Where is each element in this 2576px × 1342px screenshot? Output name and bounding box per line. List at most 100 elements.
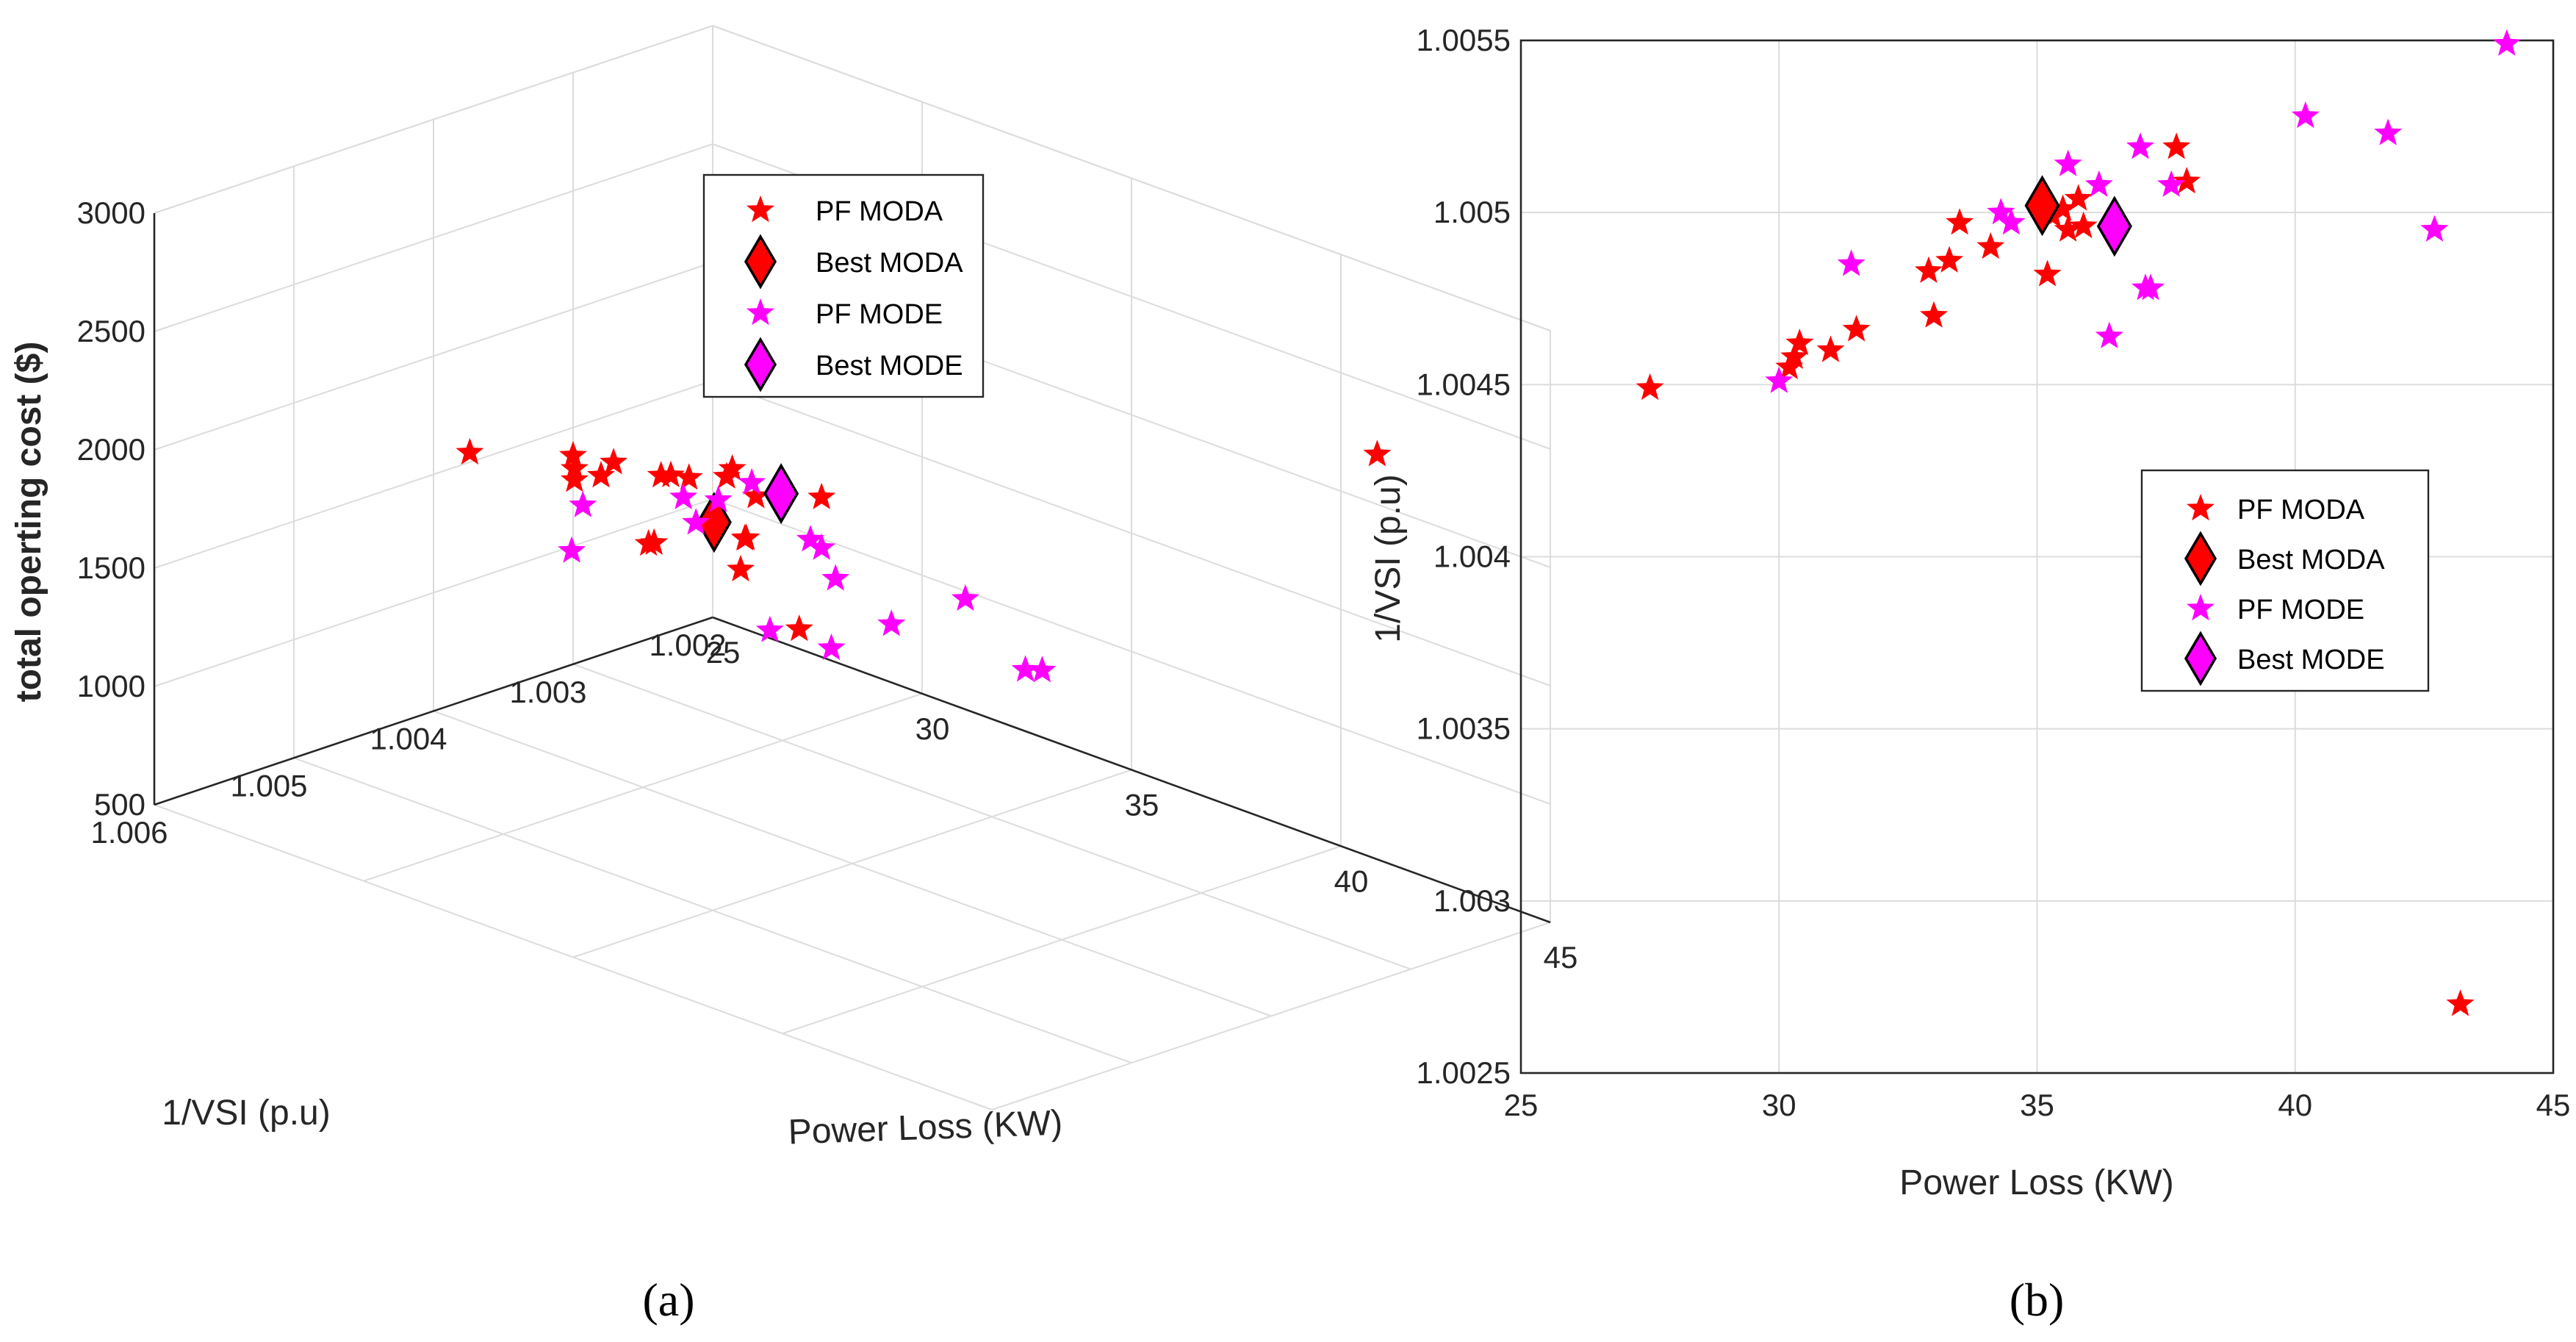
chart-b-point-pf-moda [1935,245,1964,273]
chart-a-point-pf-moda [559,441,587,468]
chart-b-point-pf-moda [1946,208,1974,235]
chart-a-zlabel: total operting cost ($) [10,342,48,703]
chart-a-yaxis [154,616,713,806]
chart-a-xlabel: Power Loss (KW) [788,1104,1063,1152]
chart-a-ylabel: 1/VSI (p.u) [162,1094,330,1133]
chart-b-point-pf-moda [2033,259,2062,287]
chart-b-point-pf-moda [2173,167,2201,194]
chart-a-ytick: 1.006 [90,815,168,850]
chart-a-legend-label: PF MODE [816,299,943,330]
chart-b-legend: PF MODA Best MODA PF MODE Best MODE [2140,469,2430,692]
chart-a-point-pf-moda [718,454,746,481]
chart-b-point-pf-mode [2126,132,2154,159]
chart-b-ytick: 1.004 [1433,539,1511,574]
chart-a-wall-grid [154,262,713,451]
chart-b-legend-marker-best-moda [2184,531,2217,586]
chart-b-ytick: 1.005 [1433,195,1511,229]
chart-b-ytick: 1.0035 [1417,711,1511,746]
chart-b-point-pf-mode [1997,208,2026,235]
chart-b-legend-label: PF MODE [2237,595,2364,625]
chart-a-wall-grid [712,380,1551,686]
chart-a-wall-grid [154,498,713,687]
chart-a-point-pf-mode [817,633,846,661]
chart-b-xtick: 30 [1762,1088,1796,1122]
chart-a-point-pf-mode [796,525,824,552]
chart-a-floor-grid [293,757,1132,1064]
chart-b-point-pf-mode [2095,321,2123,348]
chart-b-point-pf-moda [1816,335,1845,362]
chart-b-point-best-moda [2024,175,2060,237]
chart-a-point-pf-mode [821,564,850,591]
chart-a-ztick: 1000 [77,669,145,703]
chart-b-xtick: 25 [1504,1088,1539,1122]
chart-a-ytick: 1.004 [370,722,447,756]
chart-a-legend-marker-best-mode [744,337,777,392]
chart-b-point-pf-moda [2162,132,2191,159]
chart-a-point-pf-mode [558,536,586,563]
chart-b-2d: 25 30 35 40 45 1.0025 1.003 1.0035 1.004 1.0045 1.… [1369,23,2570,1202]
chart-a-point-pf-moda [807,482,836,509]
chart-a-point-pf-mode [669,482,698,509]
chart-b-point-best-mode [2096,195,2132,257]
chart-a-point-pf-mode [877,609,906,636]
chart-a-point-pf-moda [560,465,589,492]
chart-b-legend-label: Best MODA [2237,545,2385,575]
chart-a-point-pf-moda [1363,439,1392,467]
chart-b-axes-box [1519,39,2555,1074]
chart-b-ytick: 1.0045 [1417,367,1511,401]
chart-a-floor-grid [154,804,993,1110]
chart-a-xtick: 30 [915,711,950,746]
chart-a-ztick: 500 [94,787,145,822]
chart-a-point-pf-moda [647,461,675,488]
chart-a-wall-grid [154,380,713,569]
chart-a-legend-marker-pf-mode [746,298,774,326]
caption-a: (a) [642,1274,694,1326]
chart-b-point-pf-mode [1837,249,1866,276]
chart-a-point-pf-moda [640,528,669,555]
chart-b-point-pf-moda [1785,329,1814,356]
chart-a-ztick: 2500 [77,314,145,348]
chart-a-legend-marker-pf-moda [746,195,774,223]
caption-b: (b) [2010,1274,2065,1326]
chart-a-point-pf-moda [730,523,759,550]
chart-a-point-pf-mode [1011,655,1040,682]
chart-a-legend-label: PF MODA [816,196,943,227]
chart-b-ytick: 1.003 [1433,883,1511,918]
chart-b-point-pf-moda [2064,184,2093,211]
chart-a-xtick: 25 [706,635,741,670]
chart-b-point-pf-moda [1780,342,1809,369]
chart-b-point-pf-mode [2374,118,2403,146]
chart-b-point-pf-mode [2137,273,2165,301]
chart-b-legend-marker-best-mode [2184,631,2217,686]
chart-a-xtick: 35 [1125,788,1159,822]
chart-b-xlabel: Power Loss (KW) [1899,1163,2173,1202]
chart-a-point-pf-mode [755,615,784,642]
chart-b-ylabel: 1/VSI (p.u) [1369,474,1408,642]
chart-b-legend-marker-pf-moda [2187,494,2215,521]
chart-b-legend-label: PF MODA [2237,495,2365,525]
chart-a-point-pf-moda [727,554,755,582]
chart-a-xtick: 45 [1544,940,1578,975]
chart-a-ytick: 1.005 [230,768,307,803]
chart-b-point-pf-moda [2069,211,2098,239]
chart-b-point-pf-mode [2420,215,2449,242]
chart-a-point-pf-moda [785,614,813,642]
chart-b-point-pf-mode [2291,101,2320,129]
chart-b-point-pf-mode [2084,170,2113,197]
chart-b-point-pf-moda [2048,194,2077,221]
chart-a-ztick: 1500 [77,550,145,585]
chart-a-point-pf-moda [674,463,703,490]
chart-a-floor-grid [572,663,1411,970]
chart-b-xtick: 45 [2536,1088,2571,1122]
chart-a-ytick: 1.002 [649,628,726,662]
chart-a-box-edge [154,25,713,214]
chart-a-point-pf-mode [682,508,710,535]
chart-a-point-pf-moda [587,461,615,488]
chart-a-xaxis [712,616,1551,924]
chart-b-point-pf-moda [2446,989,2475,1016]
chart-b-point-pf-mode [2492,29,2521,56]
chart-a-legend: PF MODA Best MODA PF MODE Best MODE [702,173,985,398]
chart-b-ytick: 1.0055 [1417,23,1511,57]
chart-a-wall-grid [154,143,713,332]
